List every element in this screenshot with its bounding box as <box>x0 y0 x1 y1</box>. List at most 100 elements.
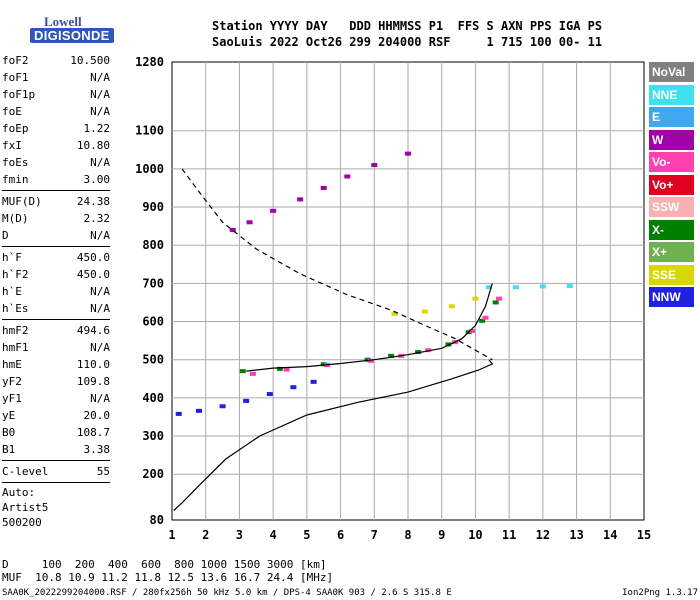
x-tick-label: 4 <box>270 528 277 542</box>
y-tick-label: 1280 <box>135 55 164 69</box>
param-name: h`E <box>2 285 22 298</box>
param-value: N/A <box>90 156 110 169</box>
legend-item-nne: NNE <box>649 84 694 105</box>
data-point-nnw <box>243 398 250 403</box>
footer-file-info: SAA0K_2022299204000.RSF / 280fx256h 50 k… <box>2 588 452 598</box>
x-tick-label: 11 <box>502 528 516 542</box>
param-value: N/A <box>90 71 110 84</box>
param-name: foF1 <box>2 71 29 84</box>
true-height-profile-trace <box>173 359 494 511</box>
param-row-d: D N/A <box>2 227 110 244</box>
data-point-nne <box>539 284 546 289</box>
param-value: 108.7 <box>76 426 110 439</box>
data-point-sse <box>421 309 428 314</box>
legend-item-w: W <box>649 129 694 150</box>
legend-item-sse: SSE <box>649 264 694 285</box>
param-row-hme: hmE 110.0 <box>2 356 110 373</box>
param-value: 24.38 <box>76 195 110 208</box>
param-name: B0 <box>2 426 16 439</box>
y-tick-label: 900 <box>142 200 164 214</box>
param-row-md: M(D) 2.32 <box>2 210 110 227</box>
legend-item-voplus: Vo+ <box>649 174 694 195</box>
param-value: 10.80 <box>76 139 110 152</box>
param-name: h`F <box>2 251 22 264</box>
data-point-xminus <box>239 369 246 374</box>
param-name: M(D) <box>2 212 29 225</box>
y-tick-label: 400 <box>142 391 164 405</box>
param-value: 109.8 <box>76 375 110 388</box>
data-point-nne <box>485 285 492 290</box>
auto-line: Auto: <box>2 486 36 499</box>
data-point-xminus <box>276 366 283 371</box>
legend-item-vominus: Vo- <box>649 152 694 172</box>
param-name: C-level <box>2 465 49 478</box>
header-line-2: SaoLuis 2022 Oct26 299 204000 RSF 1 715 … <box>212 35 603 49</box>
x-tick-label: 3 <box>236 528 243 542</box>
param-separator <box>2 460 110 461</box>
legend: NoVal NNE E W Vo- Vo+ SSW X- X+ SSE NNW <box>649 62 694 310</box>
data-point-vominus <box>283 367 290 372</box>
param-row-fxi: fxI 10.80 <box>2 137 110 154</box>
logo: Lowell DIGISONDE <box>4 6 144 46</box>
data-point-nnw <box>310 379 317 384</box>
data-point-xminus <box>388 353 395 358</box>
param-row-yf2: yF2 109.8 <box>2 373 110 390</box>
param-row-fof2: foF2 10.500 <box>2 52 110 69</box>
legend-item-e: E <box>649 107 694 127</box>
muf-distance-table: D 100 200 400 600 800 1000 1500 3000 [km… <box>2 558 333 584</box>
y-tick-label: 800 <box>142 238 164 252</box>
data-point-nnw <box>290 385 297 390</box>
data-point-vominus <box>249 371 256 376</box>
param-value: 20.0 <box>83 409 111 422</box>
data-point-w <box>371 163 378 168</box>
data-point-w <box>297 197 304 202</box>
y-tick-label: 1100 <box>135 124 164 138</box>
param-name: MUF(D) <box>2 195 42 208</box>
param-row-clevel: C-level 55 <box>2 463 110 480</box>
param-separator <box>2 482 110 483</box>
x-tick-label: 8 <box>404 528 411 542</box>
x-tick-label: 1 <box>168 528 175 542</box>
data-point-vominus <box>367 358 374 363</box>
param-row-fof1p: foF1p N/A <box>2 86 110 103</box>
param-row-b1: B1 3.38 <box>2 441 110 458</box>
auto-line: 500200 <box>2 516 42 529</box>
param-name: hmE <box>2 358 22 371</box>
footer: SAA0K_2022299204000.RSF / 280fx256h 50 k… <box>2 588 698 598</box>
data-point-xminus <box>320 362 327 367</box>
x-tick-label: 14 <box>603 528 617 542</box>
parameter-panel: foF2 10.500 foF1 N/A foF1p N/A foE N/A foEp 1.22 f… <box>2 52 110 530</box>
param-name: foEp <box>2 122 29 135</box>
data-point-w <box>270 208 277 213</box>
data-point-xminus <box>415 350 422 355</box>
data-point-w <box>246 220 253 225</box>
param-value: 450.0 <box>76 268 110 281</box>
param-separator <box>2 246 110 247</box>
data-point-vominus <box>496 296 503 301</box>
param-separator <box>2 319 110 320</box>
param-row-foep: foEp 1.22 <box>2 120 110 137</box>
data-point-sse <box>391 311 398 316</box>
data-point-vominus <box>425 348 432 353</box>
param-value: N/A <box>90 341 110 354</box>
data-point-w <box>344 174 351 179</box>
param-row-foe: foE N/A <box>2 103 110 120</box>
distance-row: D 100 200 400 600 800 1000 1500 3000 [km… <box>2 558 327 571</box>
y-tick-label: 700 <box>142 276 164 290</box>
model-profile-trace <box>181 168 493 361</box>
param-value: 10.500 <box>70 54 110 67</box>
data-point-nnw <box>266 392 273 397</box>
param-row-b0: B0 108.7 <box>2 424 110 441</box>
y-tick-label: 80 <box>150 513 164 527</box>
param-row-ye: yE 20.0 <box>2 407 110 424</box>
param-name: foE <box>2 105 22 118</box>
data-point-w <box>405 151 411 156</box>
data-point-nnw <box>175 411 182 416</box>
data-point-sse <box>448 304 455 309</box>
param-value: N/A <box>90 88 110 101</box>
legend-item-noval: NoVal <box>649 62 694 82</box>
footer-version: Ion2Png 1.3.17 <box>622 588 698 598</box>
header-line-1: Station YYYY DAY DDD HHMMSS P1 FFS S AXN… <box>212 19 603 33</box>
legend-item-xminus: X- <box>649 219 694 240</box>
